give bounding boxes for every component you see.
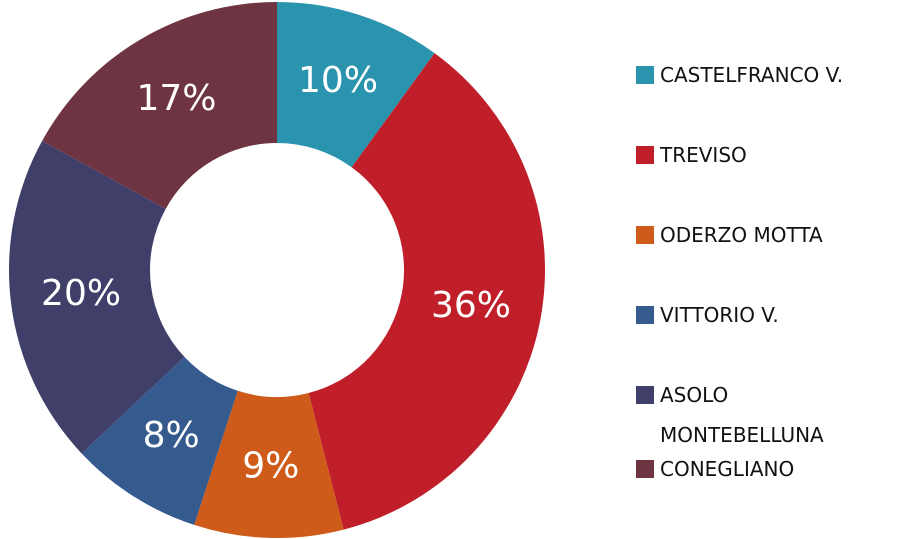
- legend-item: ODERZO MOTTA: [636, 215, 851, 255]
- legend-swatch: [636, 306, 654, 324]
- legend-swatch: [636, 66, 654, 84]
- legend-item: CONEGLIANO: [636, 449, 851, 489]
- data-label: 9%: [242, 445, 299, 486]
- legend-swatch: [636, 146, 654, 164]
- legend-item: ASOLO MONTEBELLUNA: [636, 375, 851, 455]
- legend-label: ODERZO MOTTA: [660, 223, 823, 247]
- data-label: 17%: [136, 78, 216, 119]
- slice: [8, 140, 185, 454]
- slice: [277, 2, 435, 168]
- data-label: 20%: [41, 273, 121, 314]
- data-label: 8%: [143, 415, 200, 456]
- donut: 10% 36% 9% 8% 20% 17%: [8, 2, 545, 538]
- legend-item: CASTELFRANCO V.: [636, 55, 851, 95]
- data-label: 10%: [298, 60, 378, 101]
- legend-label: CONEGLIANO: [660, 457, 795, 481]
- legend-swatch: [636, 460, 654, 478]
- legend-swatch: [636, 226, 654, 244]
- slice: [308, 53, 545, 530]
- legend-label: ASOLO MONTEBELLUNA: [660, 383, 824, 447]
- slice: [194, 390, 344, 538]
- legend-item: VITTORIO V.: [636, 295, 851, 335]
- legend-label: TREVISO: [660, 143, 747, 167]
- legend-label: VITTORIO V.: [660, 303, 779, 327]
- legend-item: TREVISO: [636, 135, 851, 175]
- slice: [42, 2, 277, 209]
- data-label: 36%: [431, 285, 511, 326]
- legend: CASTELFRANCO V. TREVISO ODERZO MOTTA VITTOR…: [636, 55, 851, 529]
- legend-label: CASTELFRANCO V.: [660, 63, 844, 87]
- slice: [81, 356, 238, 525]
- legend-swatch: [636, 386, 654, 404]
